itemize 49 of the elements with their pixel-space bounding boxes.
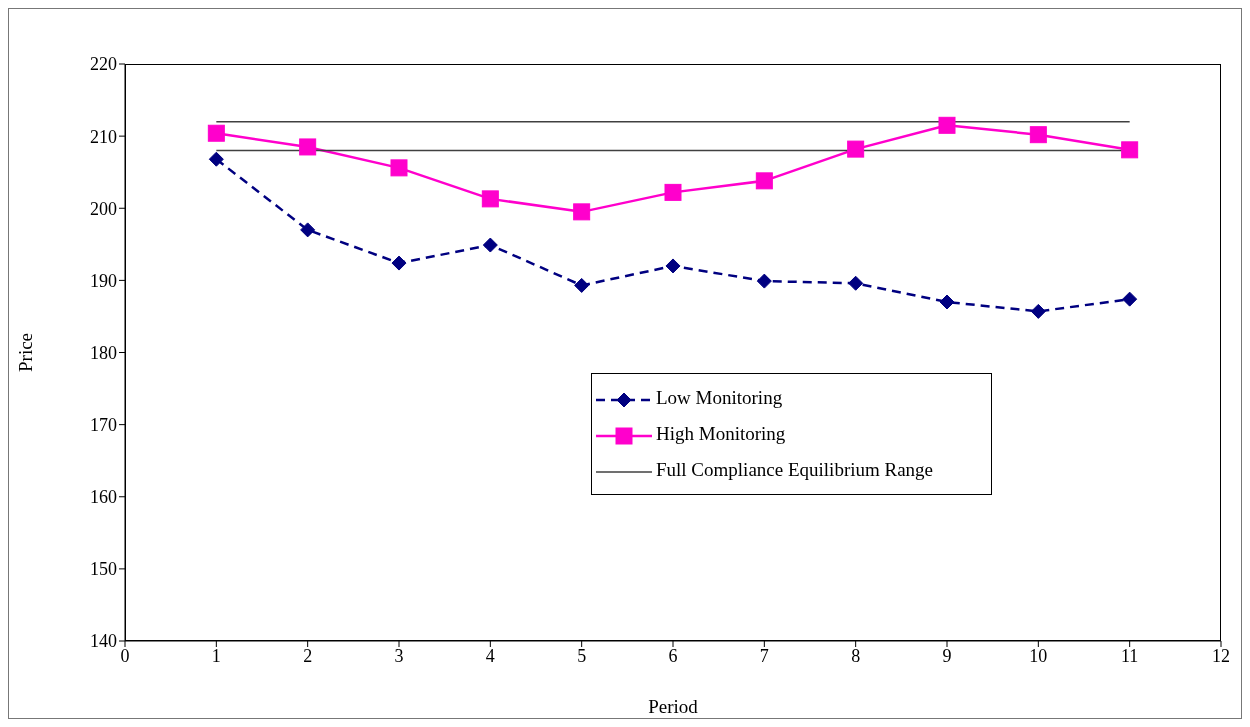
point [574, 277, 590, 293]
point [1121, 141, 1139, 159]
y-tick-label: 210 [90, 126, 117, 147]
point [1122, 291, 1138, 307]
point [300, 222, 316, 238]
x-axis-title: Period [648, 696, 699, 717]
point [847, 140, 865, 158]
point [939, 294, 955, 310]
x-tick-label: 8 [851, 645, 861, 666]
point [482, 237, 498, 253]
x-tick-label: 10 [1029, 645, 1048, 666]
x-tick-label: 11 [1120, 645, 1139, 666]
x-tick-label: 9 [942, 645, 952, 666]
x-tick-label: 0 [120, 645, 130, 666]
x-tick-label: 4 [485, 645, 495, 666]
y-tick-label: 220 [90, 54, 117, 75]
point [481, 190, 499, 208]
point [848, 275, 864, 291]
point [664, 183, 682, 201]
x-tick-label: 5 [577, 645, 587, 666]
point [665, 258, 681, 274]
point [299, 138, 317, 156]
legend-label: Full Compliance Equilibrium Range [656, 459, 934, 480]
point [1029, 126, 1047, 144]
point [390, 159, 408, 177]
legend-label: High Monitoring [656, 423, 786, 444]
x-tick-label: 6 [668, 645, 678, 666]
point [756, 273, 772, 289]
x-tick-label: 2 [303, 645, 313, 666]
point [573, 203, 591, 221]
y-tick-label: 160 [90, 487, 117, 508]
y-axis-title: Price [14, 332, 36, 373]
point [391, 255, 407, 271]
point [207, 124, 225, 142]
legend-label: Low Monitoring [656, 387, 783, 408]
x-tick-label: 12 [1212, 645, 1230, 666]
x-tick-label: 1 [211, 645, 221, 666]
y-tick-label: 150 [90, 559, 117, 580]
point [208, 151, 224, 167]
point [755, 172, 773, 190]
y-tick-label: 200 [90, 198, 117, 219]
x-tick-label: 3 [394, 645, 404, 666]
y-tick-label: 190 [90, 270, 117, 291]
x-tick-label: 7 [759, 645, 769, 666]
point [1030, 303, 1046, 319]
y-tick-label: 170 [90, 415, 117, 436]
y-tick-label: 180 [90, 342, 117, 363]
point [938, 116, 956, 134]
y-tick-label: 140 [90, 631, 117, 652]
